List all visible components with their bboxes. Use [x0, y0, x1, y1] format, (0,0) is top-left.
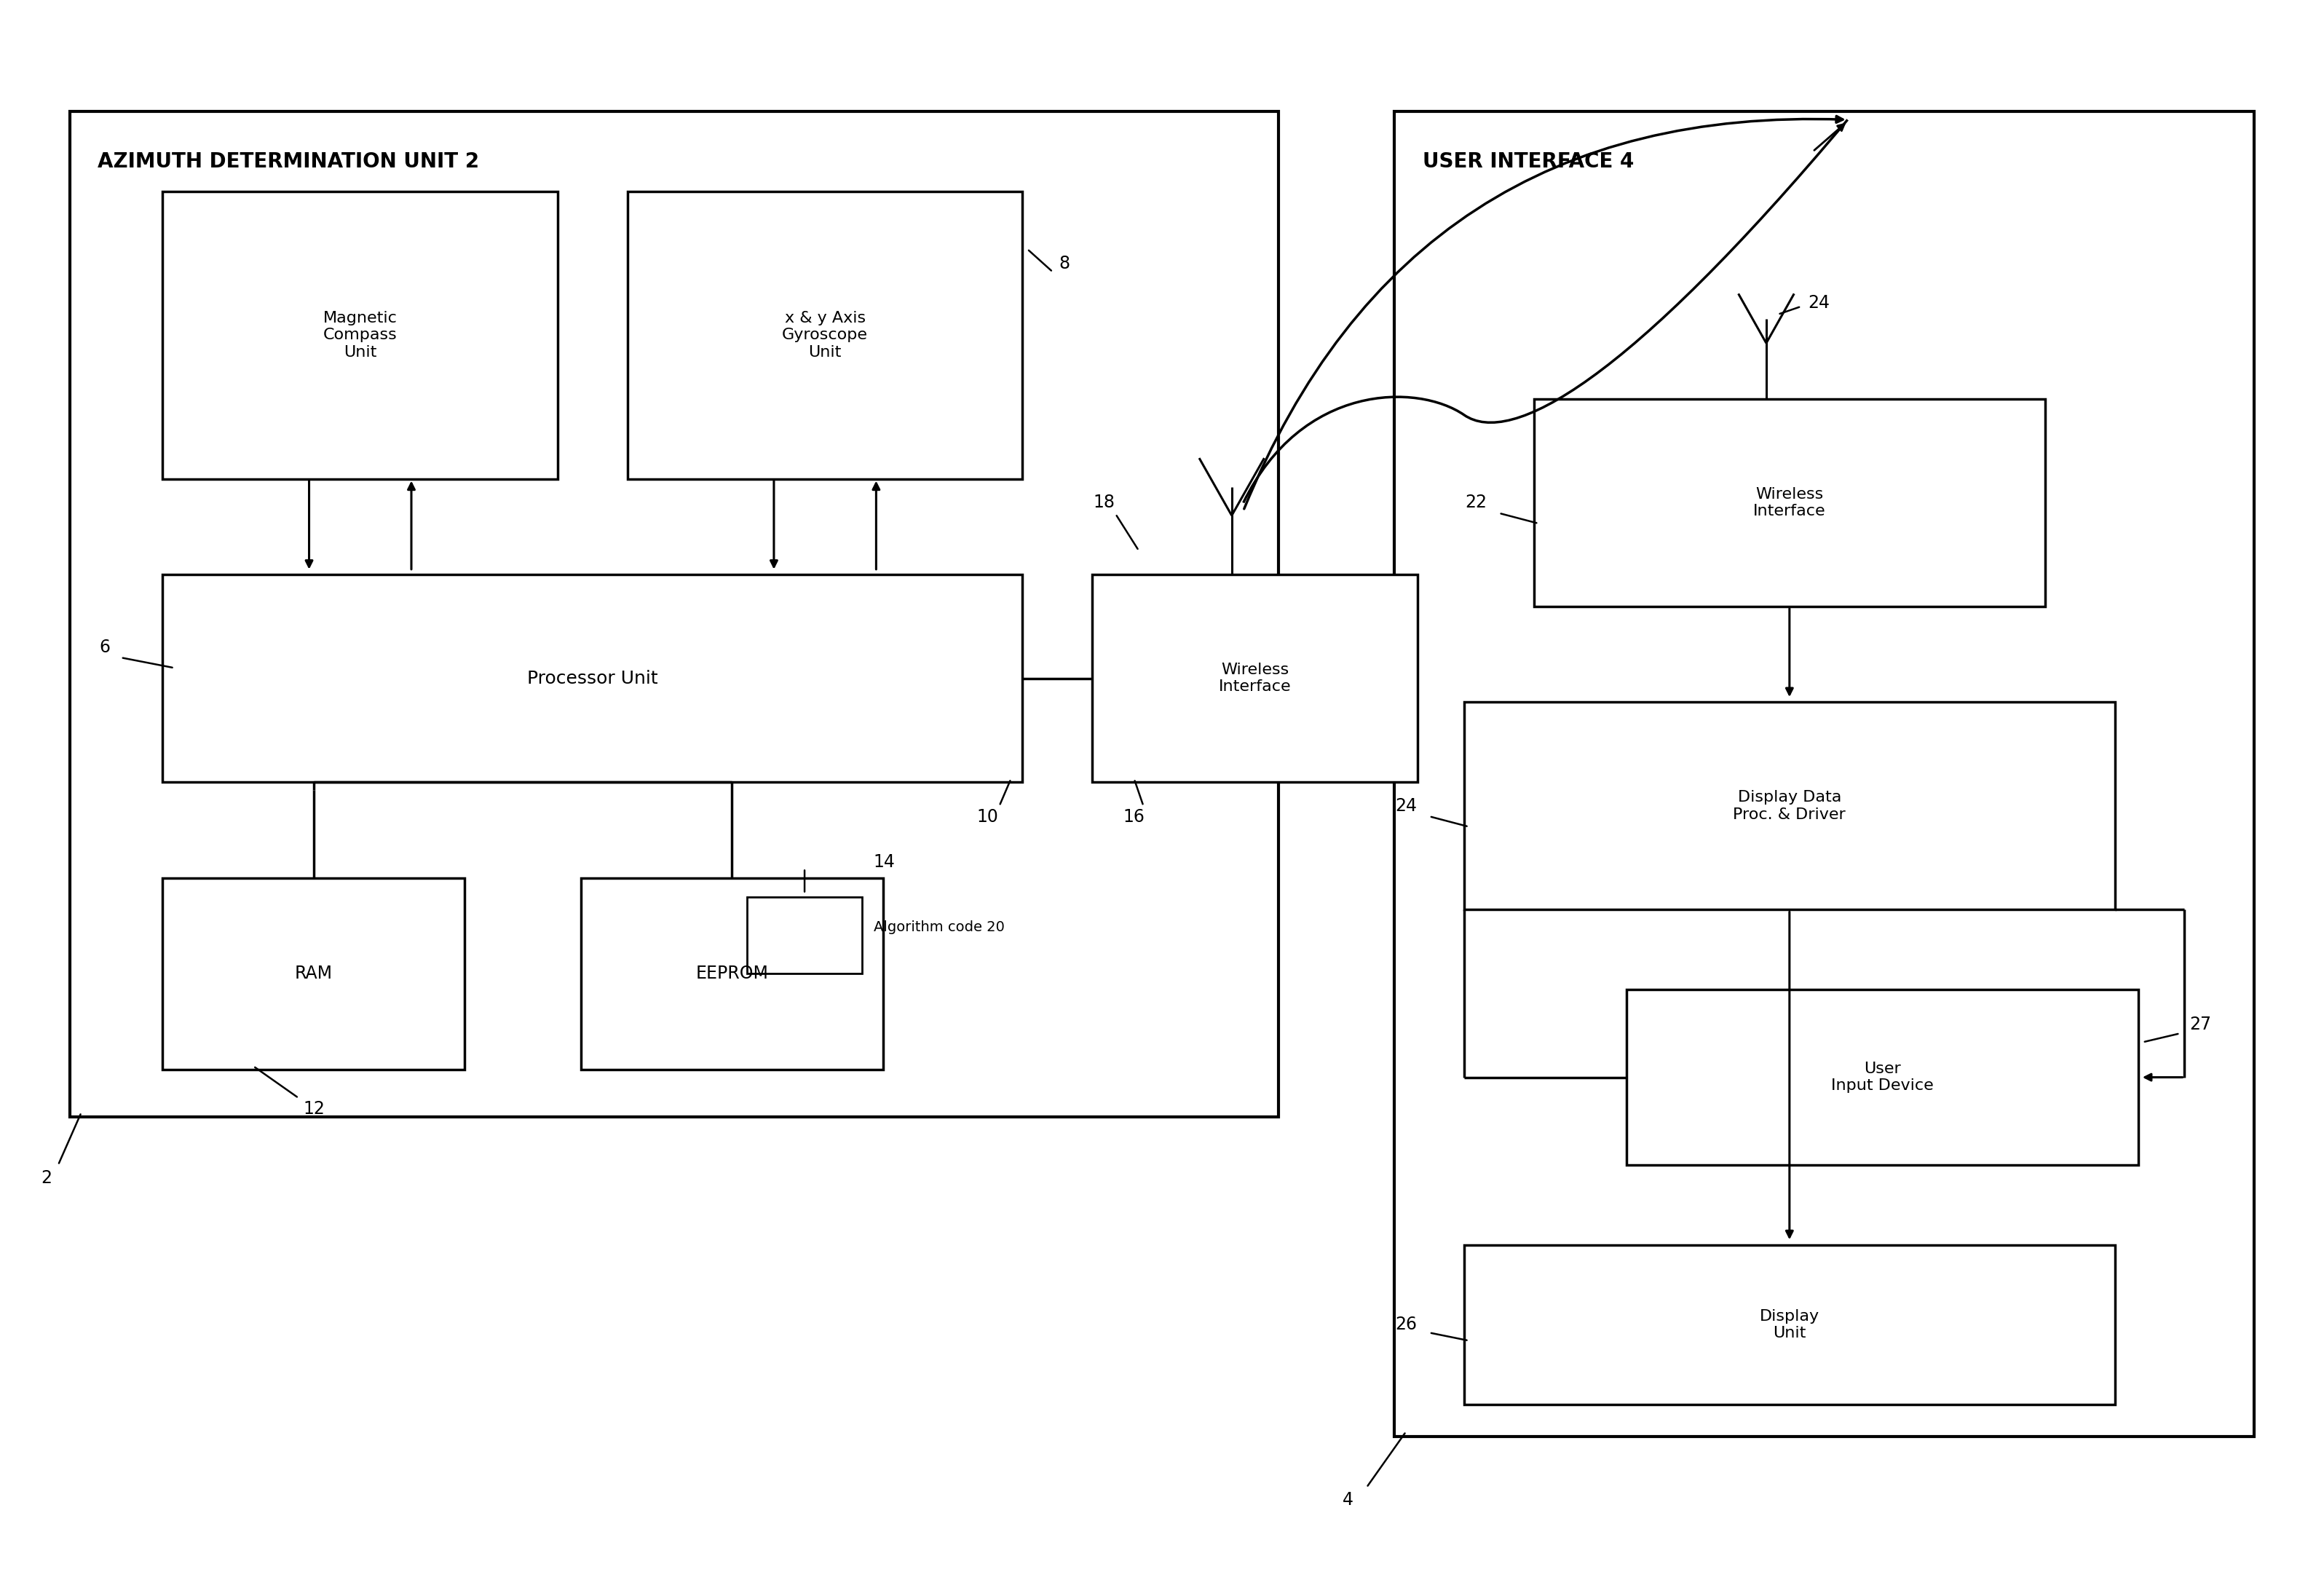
FancyBboxPatch shape — [581, 878, 883, 1069]
FancyBboxPatch shape — [1534, 399, 2045, 606]
FancyBboxPatch shape — [1464, 1245, 2115, 1404]
Text: Wireless
Interface: Wireless Interface — [1752, 487, 1827, 519]
Text: 12: 12 — [302, 1101, 325, 1117]
Text: Magnetic
Compass
Unit: Magnetic Compass Unit — [323, 311, 397, 359]
Text: x & y Axis
Gyroscope
Unit: x & y Axis Gyroscope Unit — [783, 311, 867, 359]
FancyBboxPatch shape — [70, 112, 1278, 1117]
Text: RAM: RAM — [295, 966, 332, 982]
Text: Display
Unit: Display Unit — [1759, 1309, 1820, 1341]
FancyBboxPatch shape — [163, 878, 465, 1069]
Text: EEPROM: EEPROM — [695, 966, 769, 982]
Text: 6: 6 — [100, 638, 109, 656]
Text: User
Input Device: User Input Device — [1831, 1061, 1934, 1093]
FancyBboxPatch shape — [1394, 112, 2254, 1436]
FancyBboxPatch shape — [627, 192, 1023, 479]
Text: 18: 18 — [1092, 495, 1116, 511]
Text: 27: 27 — [2189, 1017, 2210, 1033]
FancyBboxPatch shape — [1464, 702, 2115, 910]
FancyBboxPatch shape — [1627, 990, 2138, 1165]
Text: 2: 2 — [42, 1170, 51, 1186]
Text: 26: 26 — [1394, 1317, 1418, 1333]
Text: 8: 8 — [1060, 255, 1069, 271]
FancyBboxPatch shape — [163, 575, 1023, 782]
FancyBboxPatch shape — [748, 897, 862, 974]
Text: Processor Unit: Processor Unit — [528, 670, 658, 686]
Text: 4: 4 — [1343, 1492, 1353, 1508]
FancyBboxPatch shape — [1092, 575, 1418, 782]
Text: Wireless
Interface: Wireless Interface — [1218, 662, 1292, 694]
Text: 24: 24 — [1394, 798, 1418, 814]
FancyBboxPatch shape — [163, 192, 558, 479]
Text: 24: 24 — [1808, 295, 1829, 311]
Text: 10: 10 — [976, 809, 999, 825]
Text: AZIMUTH DETERMINATION UNIT 2: AZIMUTH DETERMINATION UNIT 2 — [98, 152, 479, 172]
Text: USER INTERFACE 4: USER INTERFACE 4 — [1422, 152, 1634, 172]
Text: 14: 14 — [874, 854, 895, 870]
Text: Algorithm code 20: Algorithm code 20 — [874, 921, 1004, 934]
Text: 22: 22 — [1464, 495, 1487, 511]
Text: 16: 16 — [1122, 809, 1146, 825]
Text: Display Data
Proc. & Driver: Display Data Proc. & Driver — [1734, 790, 1845, 822]
